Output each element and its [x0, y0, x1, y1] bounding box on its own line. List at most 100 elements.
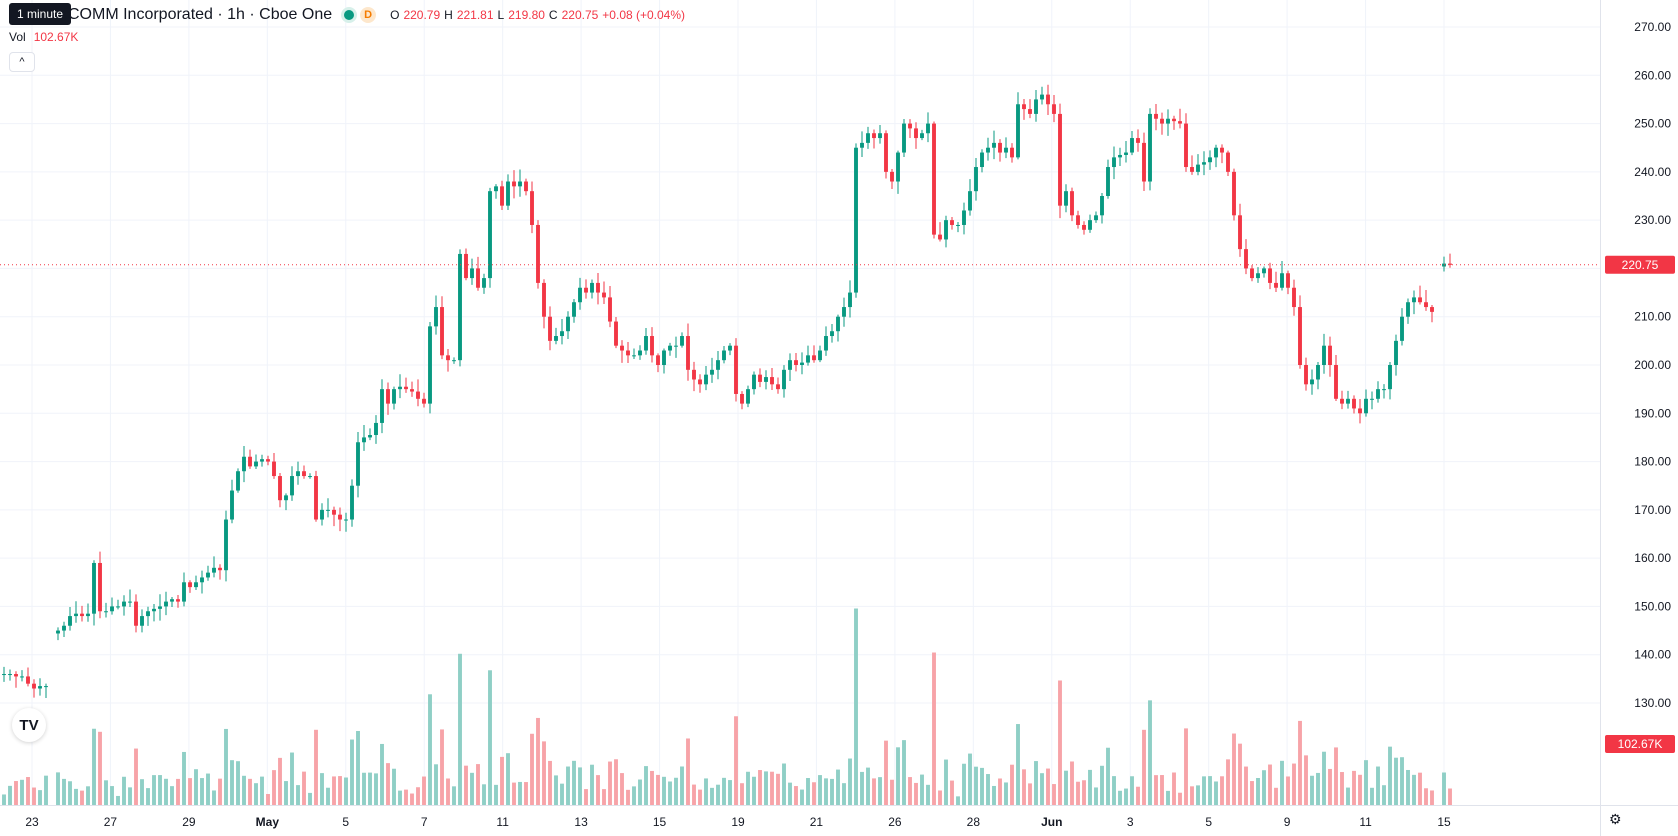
- volume-bar: [218, 778, 222, 805]
- time-tick-label: 23: [25, 815, 39, 829]
- volume-bar: [1352, 770, 1356, 805]
- candle-body: [1328, 345, 1332, 365]
- collapse-legend-button[interactable]: ^: [9, 52, 35, 72]
- time-tick-label: 11: [1359, 815, 1372, 829]
- price-tick-label: 130.00: [1634, 696, 1671, 710]
- high-value: 221.81: [456, 8, 494, 22]
- candle-body: [1304, 365, 1308, 385]
- candle-body: [1058, 113, 1062, 206]
- candle-body: [1364, 398, 1368, 414]
- price-axis[interactable]: 270.00260.00250.00240.00230.00220.00210.…: [1600, 0, 1678, 805]
- candle-body: [1166, 118, 1170, 124]
- volume-bar: [404, 789, 408, 805]
- volume-bar: [566, 766, 570, 805]
- volume-bar: [1304, 755, 1308, 805]
- candle-body: [746, 389, 750, 404]
- candle-body: [572, 302, 576, 317]
- volume-bar: [464, 765, 468, 805]
- volume-bar: [1298, 720, 1302, 805]
- candle-body: [560, 331, 564, 337]
- volume-bar: [512, 782, 516, 805]
- price-tick-label: 160.00: [1634, 551, 1671, 565]
- candle-body: [260, 459, 264, 462]
- volume-bar: [938, 790, 942, 805]
- candle-body: [578, 287, 582, 303]
- candle-body: [164, 601, 168, 607]
- volume-bar: [176, 778, 180, 805]
- price-tick-label: 190.00: [1634, 406, 1671, 420]
- time-tick-label: 7: [421, 815, 428, 829]
- candle-body: [680, 336, 684, 346]
- price-tick-label: 210.00: [1634, 310, 1671, 324]
- volume-bar: [1142, 729, 1146, 805]
- volume-bar: [452, 786, 456, 805]
- candle-body: [1238, 215, 1242, 250]
- gear-icon[interactable]: ⚙: [1609, 811, 1622, 827]
- candle-body: [176, 599, 180, 602]
- current-price-badge: [1605, 255, 1675, 274]
- chevron-up-icon: ^: [19, 56, 25, 68]
- candle-body: [104, 611, 108, 613]
- volume-bar: [1160, 775, 1164, 805]
- volume-bar: [548, 760, 552, 805]
- candle-body: [422, 398, 426, 404]
- volume-bar: [584, 789, 588, 805]
- candle-body: [824, 336, 828, 351]
- volume-bar: [284, 781, 288, 805]
- candle-body: [1004, 147, 1008, 153]
- volume-bar: [848, 758, 852, 805]
- candle-body: [782, 369, 786, 390]
- candle-body: [374, 422, 378, 436]
- volume-bar: [950, 780, 954, 805]
- delayed-data-badge[interactable]: D: [360, 7, 377, 23]
- price-scale: 270.00260.00250.00240.00230.00220.00210.…: [1605, 20, 1675, 753]
- volume-bar: [740, 783, 744, 805]
- symbol-title[interactable]: COMM Incorporated · 1h · Cboe One: [68, 6, 333, 23]
- chart-area[interactable]: [0, 0, 1600, 805]
- candle-body: [764, 377, 768, 382]
- candle-body: [1358, 408, 1362, 414]
- volume-bar: [254, 783, 258, 805]
- volume-bar: [188, 778, 192, 805]
- candle-body: [1280, 273, 1284, 288]
- candle-body: [500, 186, 504, 206]
- candle-body: [1070, 191, 1074, 216]
- candle-body: [902, 123, 906, 153]
- time-axis[interactable]: 23 27 29 May 5 7 11 13 15 19 21 26 28 Jun 3 5 9 11 15: [0, 805, 1600, 836]
- candle-body: [230, 490, 234, 520]
- candle-body: [254, 461, 258, 467]
- volume-bar: [1334, 747, 1338, 805]
- volume-bar: [224, 728, 228, 805]
- volume-bar: [74, 788, 78, 805]
- volume-bar: [194, 769, 198, 805]
- volume-bar: [962, 763, 966, 805]
- candle-body: [602, 292, 606, 298]
- volume-bar: [1130, 776, 1134, 805]
- volume-bar: [476, 764, 480, 805]
- candle-body: [722, 350, 726, 361]
- volume-bar: [914, 782, 918, 805]
- tradingview-logo-icon[interactable]: TV: [12, 708, 46, 742]
- volume-bar: [1262, 770, 1266, 805]
- candle-body: [584, 287, 588, 293]
- candle-body: [1352, 398, 1356, 409]
- candle-body: [86, 613, 90, 617]
- candle-body: [1160, 118, 1164, 124]
- volume-bar: [818, 775, 822, 805]
- volume-bar: [1214, 781, 1218, 805]
- volume-bar: [800, 789, 804, 805]
- chart-canvas[interactable]: [0, 0, 1600, 805]
- volume-bar: [62, 778, 66, 805]
- volume-bar: [698, 789, 702, 805]
- time-tick-label: 5: [342, 815, 349, 829]
- candle-body: [686, 336, 690, 370]
- candle-body: [1064, 191, 1068, 206]
- candle-body: [794, 360, 798, 365]
- candle-body: [872, 133, 876, 139]
- candle-body: [236, 471, 240, 491]
- candle-body: [380, 389, 384, 423]
- candle-body: [20, 676, 24, 678]
- candle-body: [536, 224, 540, 283]
- candle-body: [1178, 121, 1182, 124]
- volume-bar: [1118, 790, 1122, 805]
